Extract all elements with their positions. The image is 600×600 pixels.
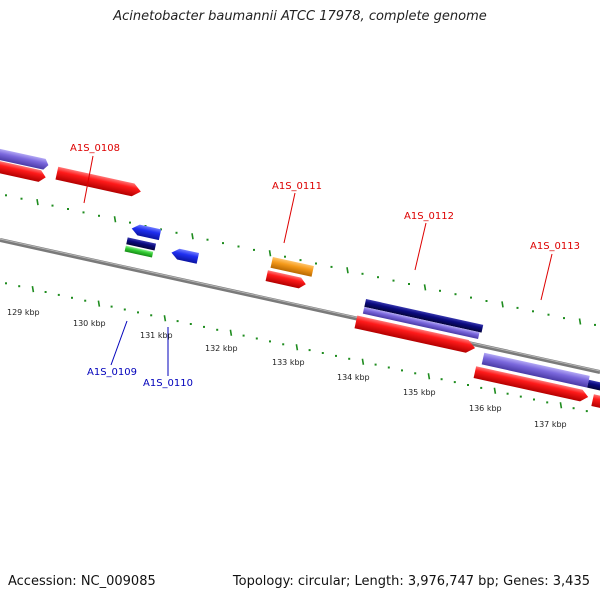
gene-label-A1S_0113[interactable]: A1S_0113 xyxy=(530,241,580,252)
gene-A1S_0113-red-arrow[interactable] xyxy=(473,366,590,403)
gene-label-A1S_0110[interactable]: A1S_0110 xyxy=(143,378,193,389)
kbp-scale-labels: 129 kbp 130 kbp 131 kbp 132 kbp 133 kbp … xyxy=(7,308,567,429)
lower-tick-major xyxy=(31,285,35,293)
upper-tick-major xyxy=(191,233,194,240)
gene-A1S_0111-orange-bar[interactable] xyxy=(270,257,314,277)
gene-A1S_0109-navy-bar[interactable] xyxy=(126,237,157,251)
red-feature-right[interactable] xyxy=(591,394,600,414)
lower-scale-ticks xyxy=(5,282,588,413)
gene-A1S_0109-green-bar[interactable] xyxy=(124,245,154,258)
gene-A1S_0112-red-arrow[interactable] xyxy=(354,315,476,355)
blue-feature-small[interactable] xyxy=(131,223,162,241)
accession-text: Accession: NC_009085 xyxy=(8,574,156,589)
gene-A1S_0110-arrow[interactable] xyxy=(170,247,200,264)
upper-tick-major xyxy=(423,284,427,291)
gene-labels: A1S_0108 A1S_0111 A1S_0112 A1S_0113 A1S_… xyxy=(70,143,580,389)
lower-tick-major xyxy=(493,387,497,394)
gene-A1S_0108-arrow[interactable] xyxy=(55,166,142,198)
feature-track xyxy=(0,146,600,414)
lower-tick-major xyxy=(97,300,101,307)
lower-tick-major xyxy=(427,373,431,380)
callout-line-A1S_0111 xyxy=(283,192,296,244)
scale-label-134kbp: 134 kbp xyxy=(337,373,370,382)
scale-label-136kbp: 136 kbp xyxy=(469,404,502,413)
scale-label-132kbp: 132 kbp xyxy=(205,344,238,353)
upper-tick-major xyxy=(113,216,117,223)
navy-feature-right[interactable] xyxy=(587,379,600,392)
gene-A1S_0111-red-arrow[interactable] xyxy=(265,270,307,289)
callout-line-A1S_0113 xyxy=(540,253,553,301)
callout-lines xyxy=(83,155,553,376)
upper-tick-major xyxy=(501,301,504,308)
lavender-feature-left[interactable] xyxy=(0,146,50,170)
gene-label-A1S_0108[interactable]: A1S_0108 xyxy=(70,143,120,154)
upper-tick-major xyxy=(346,267,349,274)
scale-label-131kbp: 131 kbp xyxy=(140,331,173,340)
callout-line-A1S_0108 xyxy=(83,155,94,204)
gene-label-A1S_0109[interactable]: A1S_0109 xyxy=(87,367,137,378)
scale-label-129kbp: 129 kbp xyxy=(7,308,40,317)
callout-line-A1S_0112 xyxy=(414,222,427,271)
red-feature-left[interactable] xyxy=(0,157,47,183)
lower-tick-major xyxy=(163,315,167,322)
lower-tick-major xyxy=(229,329,233,336)
upper-tick-major xyxy=(36,198,39,206)
upper-tick-major xyxy=(578,318,582,325)
genome-backbone-highlight xyxy=(0,238,600,372)
scale-label-133kbp: 133 kbp xyxy=(272,358,305,367)
gene-A1S_0112-lavender-bar[interactable] xyxy=(362,306,480,340)
map-title: Acinetobacter baumannii ATCC 17978, comp… xyxy=(113,9,487,24)
lower-tick-major xyxy=(559,402,563,409)
scale-label-130kbp: 130 kbp xyxy=(73,319,106,328)
lower-tick-major xyxy=(295,344,299,351)
genome-summary-text: Topology: circular; Length: 3,976,747 bp… xyxy=(232,574,590,589)
genome-backbone xyxy=(0,238,600,374)
gene-A1S_0113-lavender-bar[interactable] xyxy=(481,352,590,388)
gene-label-A1S_0112[interactable]: A1S_0112 xyxy=(404,211,454,222)
gene-label-A1S_0111[interactable]: A1S_0111 xyxy=(272,181,322,192)
scale-label-135kbp: 135 kbp xyxy=(403,388,436,397)
scale-label-137kbp: 137 kbp xyxy=(534,420,567,429)
upper-tick-major xyxy=(268,250,272,257)
gene-A1S_0112-navy-bar[interactable] xyxy=(364,299,484,333)
lower-tick-major xyxy=(361,358,365,365)
callout-line-A1S_0109 xyxy=(110,320,128,366)
